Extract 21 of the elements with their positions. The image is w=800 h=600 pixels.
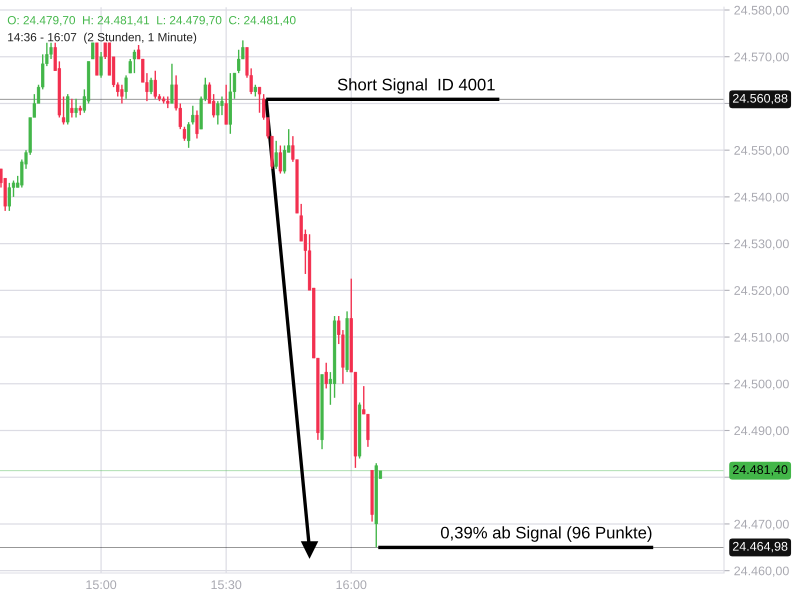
- y-tick-label: 24.580,00: [734, 6, 789, 16]
- x-tick-label: 15:00: [86, 580, 116, 590]
- ref-line-label: 24.481,40: [732, 465, 788, 476]
- y-tick-label: 24.530,00: [734, 239, 789, 250]
- y-tick-label: 24.540,00: [734, 192, 789, 204]
- x-tick-label: 15:30: [211, 580, 242, 590]
- ref-line-label: 24.560,88: [732, 94, 788, 104]
- y-tick-label: 24.460,00: [734, 566, 789, 577]
- y-tick-label: 24.490,00: [734, 426, 789, 437]
- text: O: 24.479,70 H: 24.481,41 L: 24.479,70 C: 24.481,40: [8, 16, 296, 26]
- annotation: 0,39% ab Signal (96 Punkte): [440, 526, 652, 542]
- annotation: Short Signal ID 4001: [338, 78, 495, 94]
- y-tick-label: 24.550,00: [734, 146, 789, 156]
- y-tick-label: 24.520,00: [734, 286, 789, 296]
- text: 14:36 - 16:07 (2 Stunden, 1 Minute): [8, 32, 196, 44]
- y-tick-label: 24.570,00: [734, 52, 789, 63]
- y-tick-label: 24.510,00: [734, 332, 789, 344]
- ref-line-label: 24.464,98: [732, 542, 788, 552]
- y-tick-label: 24.470,00: [734, 520, 789, 530]
- y-tick-label: 24.500,00: [734, 380, 789, 390]
- x-tick-label: 16:00: [336, 580, 366, 590]
